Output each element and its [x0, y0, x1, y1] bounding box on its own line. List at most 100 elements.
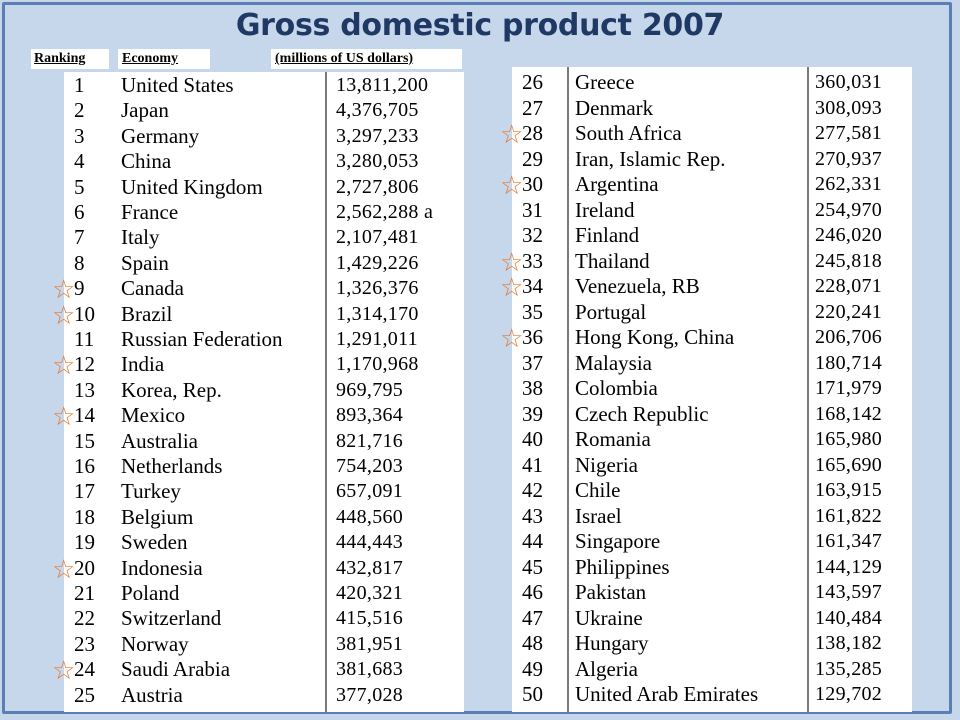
economy-cell: Japan [121, 98, 169, 123]
economy-cell: United Kingdom [121, 174, 263, 199]
economy-cell: United States [121, 73, 234, 97]
gdp-cell: 245,818 [815, 249, 883, 272]
economy-cell: Hong Kong, China [575, 325, 735, 349]
rank-cell: 24 [74, 657, 95, 682]
gdp-cell: 381,951 [336, 632, 404, 655]
gdp-cell: 1,429,226 [336, 251, 419, 274]
economy-cell: Philippines [575, 554, 670, 579]
page-title: Gross domestic product 2007 [235, 8, 725, 43]
star-icon: ☆ [52, 275, 76, 306]
rank-cell: 48 [522, 631, 543, 655]
rank-cell: 39 [522, 401, 543, 426]
economy-cell: Australia [121, 428, 198, 453]
economy-cell: Ireland [575, 197, 635, 222]
rank-cell: 1 [74, 73, 85, 97]
gdp-cell: 220,241 [815, 300, 883, 323]
gdp-cell: 2,107,481 [336, 226, 419, 249]
gdp-cell: 163,915 [815, 479, 883, 501]
rank-cell: 35 [522, 299, 543, 324]
star-icon: ☆ [500, 273, 524, 303]
economy-cell: Spain [121, 250, 169, 275]
economy-cell: Chile [575, 478, 621, 502]
gdp-cell: 228,071 [815, 275, 883, 297]
economy-cell: South Africa [575, 121, 682, 145]
rank-cell: 16 [74, 454, 95, 478]
gdp-cell: 165,980 [815, 428, 883, 450]
rank-cell: 2 [74, 98, 85, 123]
gdp-cell: 143,597 [815, 581, 883, 603]
star-icon: ☆ [500, 324, 524, 354]
gdp-cell: 161,347 [815, 530, 883, 552]
gdp-cell: 969,795 [336, 378, 404, 401]
rank-cell: 4 [74, 149, 85, 174]
economy-cell: Czech Republic [575, 401, 709, 426]
gdp-cell: 308,093 [815, 96, 883, 119]
gdp-cell: 381,683 [336, 658, 404, 681]
economy-cell: Sweden [121, 530, 188, 555]
star-icon: ☆ [52, 656, 76, 687]
column-divider [567, 67, 569, 712]
gdp-cell: 246,020 [815, 224, 883, 246]
gdp-cell: 144,129 [815, 555, 883, 578]
economy-cell: Korea, Rep. [121, 377, 222, 402]
economy-cell: Argentina [575, 172, 659, 196]
rank-cell: 7 [74, 225, 85, 250]
rank-cell: 36 [522, 325, 543, 349]
gdp-cell: 206,706 [815, 326, 883, 348]
rank-cell: 21 [74, 581, 95, 605]
rank-cell: 27 [522, 95, 543, 120]
economy-cell: Malaysia [575, 350, 652, 375]
gdp-cell: 3,280,053 [336, 150, 419, 173]
economy-cell: Greece [575, 70, 635, 94]
star-icon: ☆ [500, 171, 524, 201]
economy-cell: Finland [575, 223, 640, 247]
economy-cell: France [121, 200, 179, 224]
rank-cell: 31 [522, 197, 543, 222]
gdp-cell: 138,182 [815, 632, 883, 654]
rank-cell: 13 [74, 377, 95, 402]
gdp-cell: 180,714 [815, 351, 883, 374]
economy-cell: Pakistan [575, 580, 647, 604]
gdp-cell: 893,364 [336, 404, 404, 427]
economy-cell: Turkey [121, 479, 181, 504]
gdp-cell: 4,376,705 [336, 99, 419, 122]
economy-cell: Norway [121, 631, 189, 656]
economy-cell: Germany [121, 123, 200, 148]
economy-cell: Nigeria [575, 452, 638, 477]
gdp-cell: 168,142 [815, 402, 883, 425]
economy-cell: Poland [121, 581, 180, 605]
gdp-cell: 2,727,806 [336, 175, 419, 198]
economy-cell: Ukraine [575, 605, 643, 630]
economy-cell: Indonesia [121, 555, 203, 580]
rank-cell: 10 [74, 301, 95, 326]
rank-cell: 46 [522, 580, 543, 604]
rank-cell: 44 [522, 529, 543, 553]
star-icon: ☆ [52, 402, 76, 433]
rank-cell: 3 [74, 123, 85, 148]
rank-cell: 11 [74, 327, 95, 351]
header-ranking: Ranking [31, 49, 109, 69]
economy-cell: Iran, Islamic Rep. [575, 146, 726, 171]
rank-cell: 32 [522, 223, 543, 247]
economy-cell: Russian Federation [121, 327, 283, 351]
economy-cell: Austria [121, 682, 183, 707]
rank-cell: 25 [74, 682, 95, 707]
gdp-cell: 377,028 [336, 683, 404, 706]
rank-cell: 23 [74, 631, 95, 656]
gdp-cell: 2,562,288 a [336, 201, 434, 223]
rank-cell: 38 [522, 376, 543, 400]
economy-cell: Singapore [575, 529, 661, 553]
gdp-cell: 13,811,200 [336, 74, 429, 96]
star-icon: ☆ [52, 351, 76, 382]
rank-cell: 37 [522, 350, 543, 375]
gdp-cell: 140,484 [815, 606, 883, 629]
economy-cell: Mexico [121, 403, 186, 428]
economy-cell: Romania [575, 427, 651, 451]
rank-cell: 5 [74, 174, 85, 199]
left-table: 1 United States 13,811,200 2 Japan 4,376,705 3… [64, 72, 464, 712]
economy-cell: Switzerland [121, 606, 222, 631]
rank-cell: 12 [74, 352, 95, 377]
economy-cell: Belgium [121, 504, 194, 529]
economy-cell: Venezuela, RB [575, 274, 700, 298]
gdp-cell: 1,170,968 [336, 353, 419, 376]
